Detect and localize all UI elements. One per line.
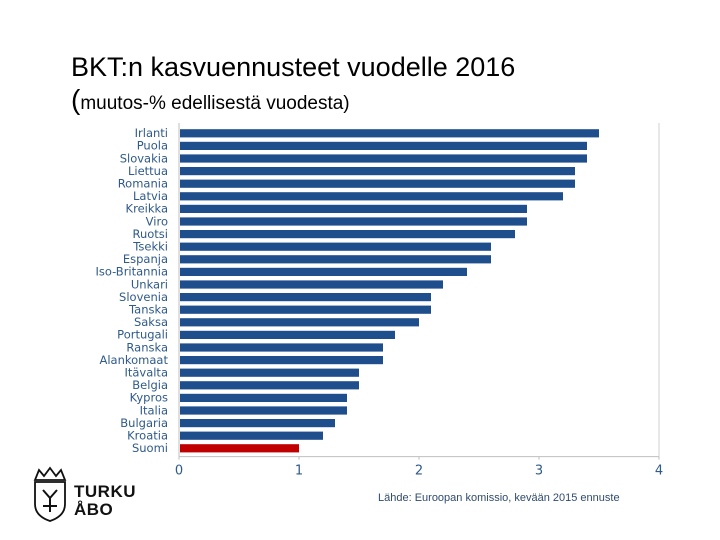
bar-irlanti bbox=[180, 129, 599, 138]
bar-slovenia bbox=[180, 293, 431, 302]
logo-line-abo: ÅBO bbox=[74, 500, 114, 519]
bar-kypros bbox=[180, 393, 347, 402]
category-label-portugali: Portugali bbox=[117, 328, 168, 342]
category-label-itavalta: Itävalta bbox=[124, 366, 168, 380]
bar-iso-britannia bbox=[180, 267, 467, 276]
bar-slovakia bbox=[180, 154, 587, 163]
category-label-kypros: Kypros bbox=[130, 391, 168, 405]
bar-liettua bbox=[180, 167, 575, 176]
category-label-kroatia: Kroatia bbox=[127, 429, 168, 443]
x-tick-label-3: 3 bbox=[535, 464, 543, 479]
bar-tanska bbox=[180, 305, 431, 314]
category-label-slovenia: Slovenia bbox=[119, 290, 168, 304]
bar-suomi bbox=[180, 444, 299, 453]
bar-alankomaat bbox=[180, 356, 383, 365]
category-label-puola: Puola bbox=[137, 139, 168, 153]
bar-unkari bbox=[180, 280, 443, 289]
category-label-tanska: Tanska bbox=[128, 303, 168, 317]
turku-abo-logo: TURKU ÅBO bbox=[30, 466, 150, 526]
x-tick-label-2: 2 bbox=[415, 464, 423, 479]
bar-ruotsi bbox=[180, 230, 515, 239]
category-label-unkari: Unkari bbox=[131, 277, 168, 291]
category-label-ranska: Ranska bbox=[126, 340, 168, 354]
category-label-suomi: Suomi bbox=[132, 441, 168, 455]
subtitle-text: muutos-% edellisestä vuodesta) bbox=[80, 93, 350, 114]
bar-saksa bbox=[180, 318, 419, 327]
category-label-kreikka: Kreikka bbox=[126, 202, 168, 216]
bar-espanja bbox=[180, 255, 491, 264]
category-label-italia: Italia bbox=[140, 403, 168, 417]
bar-ranska bbox=[180, 343, 383, 352]
category-label-romania: Romania bbox=[118, 177, 168, 191]
category-label-tsekki: Tsekki bbox=[132, 240, 168, 254]
bar-italia bbox=[180, 406, 347, 415]
bar-itavalta bbox=[180, 368, 359, 377]
category-label-alankomaat: Alankomaat bbox=[100, 353, 169, 367]
category-label-slovakia: Slovakia bbox=[120, 151, 168, 165]
category-label-espanja: Espanja bbox=[123, 252, 168, 266]
category-label-viro: Viro bbox=[146, 214, 168, 228]
category-label-bulgaria: Bulgaria bbox=[120, 416, 168, 430]
x-tick-label-0: 0 bbox=[175, 464, 183, 479]
bar-romania bbox=[180, 179, 575, 188]
bar-kreikka bbox=[180, 204, 527, 213]
x-tick-label-1: 1 bbox=[295, 464, 303, 479]
x-tick-label-4: 4 bbox=[655, 464, 663, 479]
subtitle-paren: ( bbox=[71, 84, 81, 115]
crown-crest-icon bbox=[33, 466, 67, 522]
category-label-iso-britannia: Iso-Britannia bbox=[95, 265, 168, 279]
bar-viro bbox=[180, 217, 527, 226]
bar-bulgaria bbox=[180, 419, 335, 428]
bar-puola bbox=[180, 141, 587, 150]
bar-tsekki bbox=[180, 242, 491, 251]
category-label-irlanti: Irlanti bbox=[135, 126, 168, 140]
bar-portugali bbox=[180, 330, 395, 339]
category-label-liettua: Liettua bbox=[128, 164, 168, 178]
logo-text: TURKU ÅBO bbox=[74, 483, 136, 519]
category-label-ruotsi: Ruotsi bbox=[133, 227, 169, 241]
source-note: Lähde: Euroopan komissio, kevään 2015 en… bbox=[378, 492, 620, 504]
chart-subtitle: (muutos-% edellisestä vuodesta) bbox=[71, 84, 350, 116]
chart-title: BKT:n kasvuennusteet vuodelle 2016 bbox=[71, 52, 516, 82]
category-label-belgia: Belgia bbox=[132, 378, 168, 392]
bar-kroatia bbox=[180, 431, 323, 440]
category-label-saksa: Saksa bbox=[134, 315, 168, 329]
logo-line-turku: TURKU bbox=[74, 482, 136, 501]
category-label-latvia: Latvia bbox=[133, 189, 168, 203]
bar-belgia bbox=[180, 381, 359, 390]
bar-latvia bbox=[180, 192, 563, 201]
